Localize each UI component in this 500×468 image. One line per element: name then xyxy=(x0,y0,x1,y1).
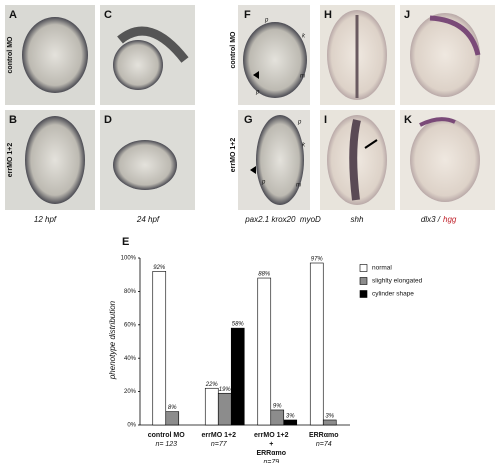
embryo xyxy=(256,115,304,205)
value-label: 97% xyxy=(311,257,324,263)
y-tick-label: 20% xyxy=(124,389,137,395)
x-tick-label: ERRαmo xyxy=(309,432,339,439)
embryo xyxy=(113,40,163,90)
bar-chart: 0% 20% 40% 60% 80% 100% 92% 8% control MO n= 123 2… xyxy=(121,256,423,466)
stain xyxy=(419,117,456,127)
panel-letter: B xyxy=(9,114,17,126)
row-label: errMO 1+2 xyxy=(7,143,14,178)
arrowhead xyxy=(250,166,256,174)
row-label: errMO 1+2 xyxy=(230,138,237,173)
caption: hgg xyxy=(443,215,457,224)
embryo xyxy=(113,140,177,190)
bar xyxy=(309,262,324,426)
panel-letter: E xyxy=(122,236,129,248)
sample-size: n=79 xyxy=(263,459,279,463)
value-label: 8% xyxy=(168,405,177,411)
y-tick-label: 40% xyxy=(124,356,137,362)
value-label: 92% xyxy=(153,265,166,271)
x-tick-label: errMO 1+2 xyxy=(202,432,237,439)
caption: shh xyxy=(351,215,364,224)
panel-letter: G xyxy=(244,114,253,126)
y-axis-label: phenotype distribution xyxy=(108,300,117,380)
caption: 24 hpf xyxy=(136,215,160,224)
bar xyxy=(165,411,180,426)
bar xyxy=(152,271,167,426)
legend-swatch xyxy=(359,264,368,272)
y-tick-label: 100% xyxy=(121,256,137,262)
arrow xyxy=(364,139,378,149)
annotation: m xyxy=(300,74,305,80)
value-label: 9% xyxy=(273,404,282,410)
sample-size: n=77 xyxy=(211,441,228,448)
value-label: 58% xyxy=(232,322,245,328)
annotation: p xyxy=(297,120,302,126)
caption: pax2.1 krox20 myoD xyxy=(244,215,321,224)
annotation: p xyxy=(255,90,260,96)
embryo-tail xyxy=(117,26,189,63)
bar xyxy=(322,419,337,426)
micrographs xyxy=(5,5,495,210)
legend-label: slighlty elongated xyxy=(372,278,423,285)
stain xyxy=(429,15,481,56)
annotation: p xyxy=(264,18,269,24)
legend-swatch xyxy=(359,290,368,298)
value-label: 22% xyxy=(205,382,219,388)
caption: dlx3 / xyxy=(421,215,441,224)
panel-letter: D xyxy=(104,114,112,126)
embryo xyxy=(243,22,307,98)
embryo xyxy=(410,13,480,97)
embryo xyxy=(25,116,85,204)
bar xyxy=(270,409,285,426)
panel-letter: K xyxy=(404,114,412,126)
x-tick-label: control MO xyxy=(148,432,185,439)
panel-letter: J xyxy=(404,9,410,21)
legend-swatch xyxy=(359,277,368,285)
bar xyxy=(257,277,272,426)
row-label: control MO xyxy=(230,31,237,68)
legend-label: normal xyxy=(372,265,392,272)
row-label: control MO xyxy=(7,36,14,73)
value-label: 3% xyxy=(286,414,295,420)
value-label: 88% xyxy=(258,272,271,278)
x-tick-label: errMO 1+2 xyxy=(254,432,289,439)
panel-letter: C xyxy=(104,9,112,21)
bar xyxy=(217,392,232,426)
x-tick-label: + xyxy=(269,441,273,448)
y-tick-label: 60% xyxy=(124,322,137,328)
embryo xyxy=(22,17,88,93)
y-tick-label: 0% xyxy=(127,423,136,429)
stain xyxy=(349,119,361,201)
caption: 12 hpf xyxy=(34,215,57,224)
bar xyxy=(204,387,219,426)
arrowhead xyxy=(253,71,259,79)
legend-label: cylinder shape xyxy=(372,291,414,298)
annotation: m xyxy=(296,183,301,189)
panel-letter: A xyxy=(9,9,17,21)
value-label: 3% xyxy=(325,414,334,420)
annotation: p xyxy=(261,180,266,186)
panel-letter: I xyxy=(324,114,327,126)
embryo xyxy=(410,118,480,202)
sample-size: n= 123 xyxy=(155,441,177,448)
panel-letter: F xyxy=(244,9,251,21)
value-label: 19% xyxy=(219,387,232,393)
bar xyxy=(283,419,298,426)
bar xyxy=(230,327,245,426)
sample-size: n=74 xyxy=(316,441,332,448)
panel-letter: H xyxy=(324,9,332,21)
annotation: k xyxy=(302,143,306,149)
y-tick-label: 80% xyxy=(124,289,137,295)
x-tick-label: ERRαmo xyxy=(256,450,286,457)
annotation: k xyxy=(302,34,306,40)
